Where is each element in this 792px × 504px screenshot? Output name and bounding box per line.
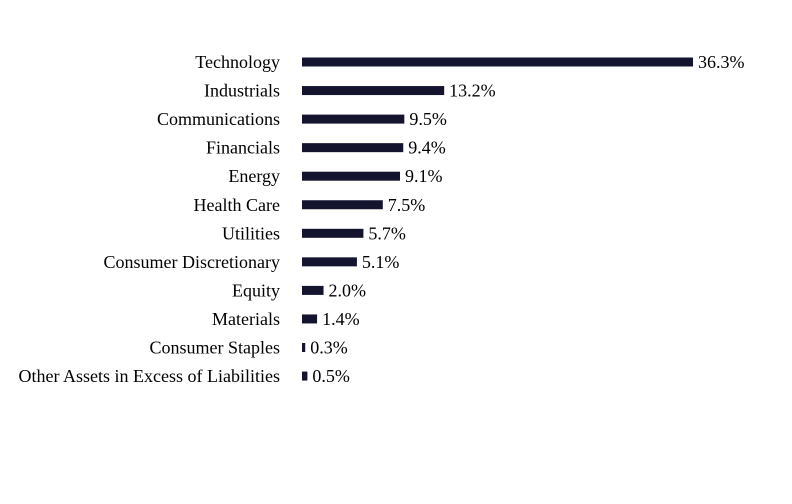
- bar: [302, 285, 324, 295]
- category-label: Communications: [157, 109, 280, 129]
- bar: [302, 171, 401, 181]
- bar: [302, 200, 383, 210]
- category-label: Industrials: [204, 81, 280, 101]
- value-label: 13.2%: [449, 81, 496, 101]
- bar: [302, 343, 306, 352]
- category-label: Consumer Staples: [150, 338, 281, 358]
- bar: [302, 314, 318, 324]
- value-label: 0.5%: [312, 366, 350, 386]
- bar: [302, 257, 357, 267]
- value-labels-group: 36.3% 13.2%9.5% 9.4% 9.1% 7.5% 5.7% 5.1% 2.0% 1.…: [310, 52, 744, 386]
- bar: [302, 143, 404, 153]
- bar: [302, 57, 693, 67]
- category-label: Health Care: [194, 195, 280, 215]
- category-label: Consumer Discretionary: [104, 252, 280, 272]
- bar: [302, 114, 405, 124]
- category-label: Technology: [195, 52, 280, 72]
- bar: [302, 86, 445, 96]
- category-label: Materials: [212, 309, 280, 329]
- value-label: 2.0%: [329, 280, 367, 300]
- category-labels-group: Technology Industrials Communications Finan…: [19, 52, 280, 386]
- category-label: Utilities: [222, 223, 280, 243]
- value-label: 36.3%: [698, 52, 745, 72]
- bars-group: [302, 57, 693, 381]
- value-label: 5.7%: [368, 223, 406, 243]
- value-label: 9.5%: [409, 109, 447, 129]
- value-label: 5.1%: [362, 252, 400, 272]
- value-label: 0.3%: [310, 338, 348, 358]
- bar: [302, 228, 364, 238]
- value-label: 7.5%: [388, 195, 426, 215]
- category-label: Energy: [228, 166, 280, 186]
- value-label: 9.4%: [408, 138, 446, 158]
- bar: [302, 371, 308, 381]
- category-label: Equity: [232, 280, 280, 300]
- category-label: Financials: [206, 138, 280, 158]
- value-label: 1.4%: [322, 309, 360, 329]
- value-label: 9.1%: [405, 166, 443, 186]
- category-label: Other Assets in Excess of Liabilities: [19, 366, 280, 386]
